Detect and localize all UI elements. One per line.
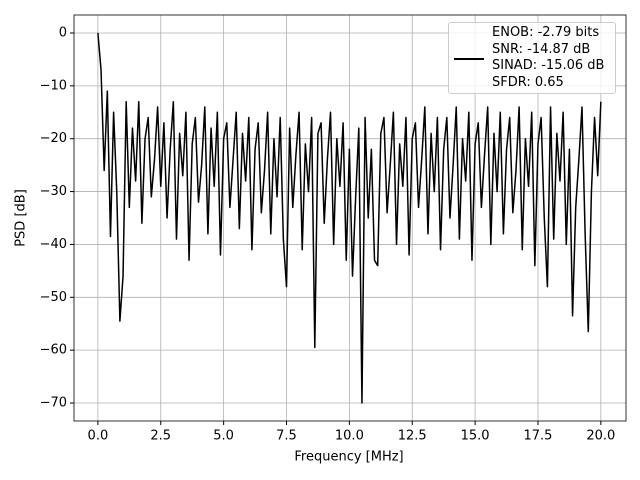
y-tick-label: −50 xyxy=(40,290,67,305)
y-tick-label: −40 xyxy=(40,237,67,252)
plot-frame xyxy=(73,14,627,422)
y-tick-label: −20 xyxy=(40,131,67,146)
x-tick-label: 15.0 xyxy=(461,429,490,444)
x-tick-label: 5.0 xyxy=(213,429,234,444)
x-tick-label: 0.0 xyxy=(88,429,109,444)
legend-line xyxy=(454,58,484,60)
y-axis-label: PSD [dB] xyxy=(14,189,29,247)
x-axis-label: Frequency [MHz] xyxy=(294,450,403,465)
x-tick-label: 20.0 xyxy=(586,429,615,444)
x-tick-label: 12.5 xyxy=(398,429,427,444)
data-line xyxy=(97,32,602,404)
y-tick-label: 0 xyxy=(59,25,67,40)
x-tick-label: 17.5 xyxy=(524,429,553,444)
x-tick-label: 10.0 xyxy=(335,429,364,444)
x-tick-label: 2.5 xyxy=(150,429,171,444)
y-tick-label: −30 xyxy=(40,184,67,199)
legend-label: ENOB: -2.79 bits SNR: -14.87 dB SINAD: -… xyxy=(492,25,605,91)
y-tick-label: −60 xyxy=(40,343,67,358)
x-tick-label: 7.5 xyxy=(276,429,297,444)
legend: ENOB: -2.79 bits SNR: -14.87 dB SINAD: -… xyxy=(448,22,616,94)
y-tick-label: −10 xyxy=(40,78,67,93)
y-tick-label: −70 xyxy=(40,396,67,411)
